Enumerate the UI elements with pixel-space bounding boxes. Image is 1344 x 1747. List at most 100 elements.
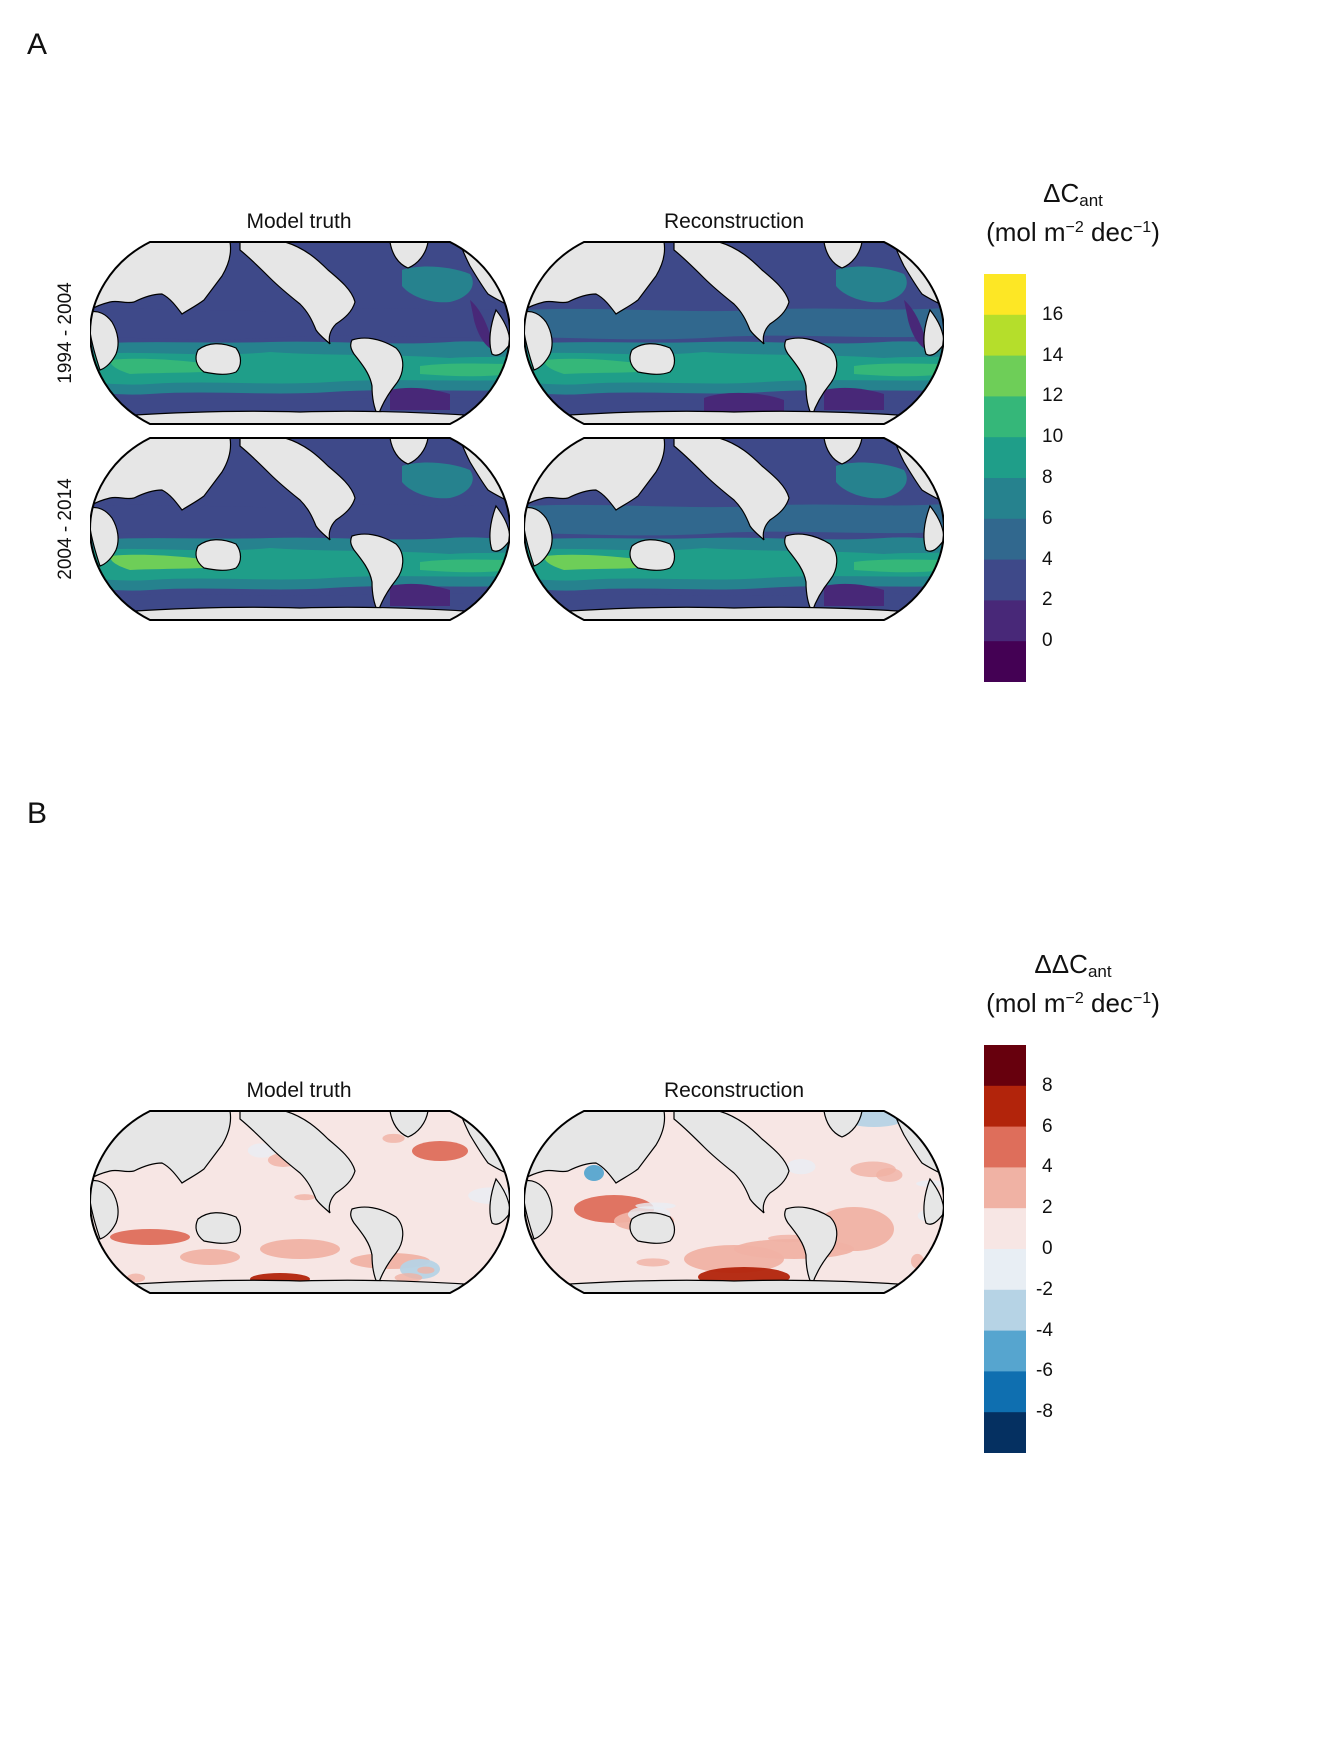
land-mass <box>923 308 944 356</box>
colorbar-swatch <box>984 600 1026 642</box>
land-mass <box>239 242 356 345</box>
panel-a-map-truth-1994 <box>90 241 510 425</box>
map-frame <box>90 241 510 425</box>
panel-a-map-truth-2004 <box>90 437 510 621</box>
panel-a-colorbar <box>984 274 1026 682</box>
colorbar-swatch <box>984 559 1026 601</box>
anomaly-patch <box>247 1143 276 1158</box>
ocean-band <box>524 308 944 340</box>
ocean-patch <box>824 583 884 606</box>
land-mass <box>119 410 481 424</box>
ocean-band <box>90 504 510 536</box>
land-mass <box>195 539 242 571</box>
colorbar-tick-label: -4 <box>1036 1319 1053 1341</box>
ocean-hotspot <box>854 559 944 573</box>
panel-a-row-label-2: 2004 - 2014 <box>55 478 76 580</box>
anomaly-patch <box>110 1229 190 1245</box>
colorbar-swatch <box>984 1371 1026 1413</box>
land-mass <box>673 242 790 345</box>
anomaly-patch <box>382 1133 405 1143</box>
ocean-hotspot <box>420 559 510 573</box>
map-frame <box>524 1110 944 1294</box>
colorbar-tick-label: 8 <box>1042 1074 1053 1096</box>
land-mass <box>489 504 510 552</box>
land-mass <box>195 343 242 375</box>
land-mass <box>90 1179 119 1240</box>
colorbar-tick-label: -2 <box>1036 1278 1053 1300</box>
panel-a-letter: A <box>27 28 48 61</box>
ocean-band <box>90 308 510 340</box>
land-mass <box>629 1212 676 1244</box>
land-mass <box>389 438 429 465</box>
land-mass <box>119 606 481 620</box>
land-mass <box>923 1177 944 1225</box>
colorbar-tick-label: -8 <box>1036 1401 1053 1423</box>
panel-a-legend-title: ΔCant (mol m−2 dec−1) <box>986 178 1160 248</box>
colorbar-swatch <box>984 1126 1026 1168</box>
ocean-band <box>524 548 944 581</box>
ocean-patch <box>402 462 473 499</box>
land-mass <box>389 242 429 269</box>
land-mass <box>524 1179 553 1240</box>
panel-a-col-title-reconstruction: Reconstruction <box>663 210 805 233</box>
land-mass <box>119 1279 481 1293</box>
ocean-band <box>90 548 510 581</box>
ocean-patch <box>836 266 907 303</box>
anomaly-patch <box>786 1159 816 1175</box>
land-mass <box>923 504 944 552</box>
land-mass <box>553 410 915 424</box>
panel-b-legend-title: ΔΔCant (mol m−2 dec−1) <box>986 949 1160 1019</box>
land-mass <box>823 1111 863 1138</box>
anomaly-patch <box>394 1273 423 1283</box>
ocean-patch <box>390 583 450 606</box>
colorbar-tick-label: 0 <box>1042 1238 1053 1259</box>
ocean-patch <box>836 462 907 499</box>
colorbar-tick-label: 6 <box>1042 1115 1053 1137</box>
land-mass <box>489 1177 510 1225</box>
land-mass <box>489 308 510 356</box>
panel-b-letter: B <box>27 797 48 830</box>
panel-a-map-recon-1994 <box>524 241 944 425</box>
anomaly-patch <box>294 1194 316 1201</box>
anomaly-patch <box>584 1165 604 1181</box>
land-mass <box>239 438 356 541</box>
ocean-patch <box>390 387 450 410</box>
ocean-patch <box>904 300 928 350</box>
ocean-band <box>524 352 944 385</box>
anomaly-patch <box>850 1161 896 1178</box>
map-frame <box>524 437 944 621</box>
land-mass <box>823 242 863 269</box>
land-mass <box>553 1279 915 1293</box>
colorbar-tick-label: 2 <box>1042 1197 1053 1219</box>
colorbar-swatch <box>984 1289 1026 1332</box>
colorbar-tick-label: 12 <box>1042 385 1064 407</box>
land-mass <box>239 1111 356 1214</box>
panel-b-map-recon <box>524 1110 944 1294</box>
panel-a-row-label-1: 1994 - 2004 <box>55 282 76 384</box>
land-mass <box>629 343 676 375</box>
land-mass <box>673 438 790 541</box>
ocean-band <box>90 352 510 385</box>
colorbar-swatch <box>984 1330 1026 1372</box>
ocean-patch <box>824 387 884 410</box>
land-mass <box>823 438 863 465</box>
colorbar-tick-label: 8 <box>1042 467 1053 488</box>
colorbar-swatch <box>984 478 1026 520</box>
land-mass <box>90 310 119 371</box>
panel-b-col-title-reconstruction: Reconstruction <box>663 1079 805 1102</box>
map-frame <box>524 241 944 425</box>
colorbar-tick-label: 16 <box>1042 303 1064 325</box>
map-frame <box>90 1110 510 1294</box>
colorbar-tick-label: 2 <box>1042 589 1053 611</box>
colorbar-swatch <box>984 314 1026 357</box>
colorbar-tick-label: 6 <box>1042 507 1053 529</box>
colorbar-swatch <box>984 396 1026 438</box>
colorbar-swatch <box>984 1208 1026 1250</box>
land-mass <box>673 1111 790 1214</box>
ocean-patch <box>470 300 494 350</box>
anomaly-patch <box>417 1266 435 1274</box>
land-mass <box>553 606 915 620</box>
map-frame <box>90 437 510 621</box>
colorbar-swatch <box>984 1045 1026 1087</box>
land-mass <box>389 1111 429 1138</box>
